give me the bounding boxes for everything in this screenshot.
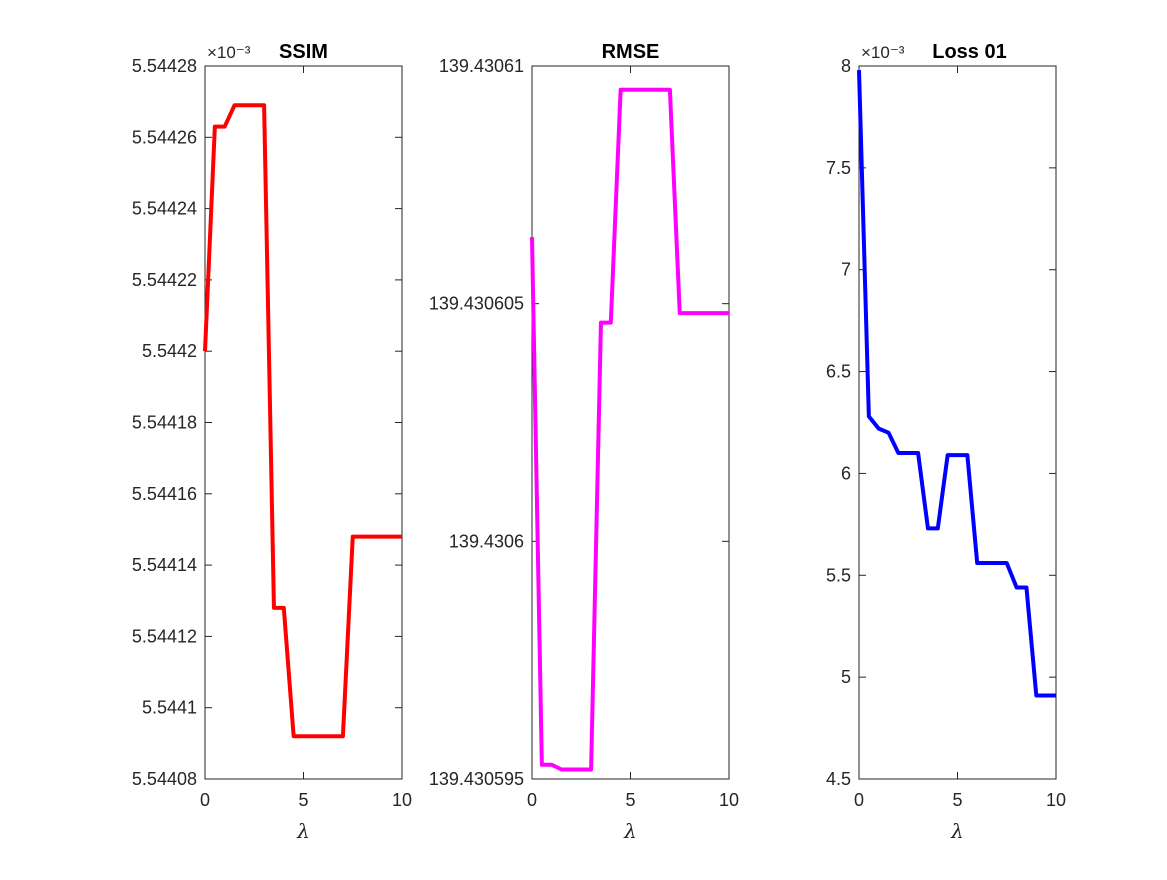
loss01-plot: 4.5 5 5.5 6 6.5 7 7.5 8 0 5 10 Loss 01 ×10⁻³ λ	[826, 41, 1066, 843]
loss01-ytick-label: 5.5	[826, 565, 851, 585]
rmse-ytick-label: 139.430595	[429, 769, 524, 789]
ssim-xtick-label: 5	[298, 790, 308, 810]
rmse-line	[530, 87, 729, 772]
ssim-axes-box	[204, 65, 403, 780]
rmse-ytick-label: 139.430605	[429, 294, 524, 314]
rmse-xtick-label: 10	[719, 790, 739, 810]
ssim-ytick-label: 5.5442	[142, 341, 197, 361]
ssim-ytick-label: 5.54408	[132, 769, 197, 789]
loss01-ytick-label: 6.5	[826, 362, 851, 382]
rmse-axes-box	[531, 65, 730, 780]
ssim-xtick-label: 10	[392, 790, 412, 810]
rmse-xlabel: λ	[623, 819, 637, 843]
loss01-ytick-label: 8	[841, 56, 851, 76]
ssim-title: SSIM	[279, 41, 328, 63]
ssim-ytick-label: 5.5441	[142, 698, 197, 718]
ssim-xlabel: λ	[296, 819, 310, 843]
ssim-ytick-label: 5.54424	[132, 199, 197, 219]
rmse-plot: 139.430595 139.4306 139.430605 139.43061 0 5…	[429, 41, 739, 843]
ssim-ytick-label: 5.54414	[132, 555, 197, 575]
rmse-xtick-label: 0	[527, 790, 537, 810]
ssim-xtick-label: 0	[200, 790, 210, 810]
ssim-line	[203, 103, 402, 739]
rmse-xtick-label: 5	[625, 790, 635, 810]
loss01-xlabel: λ	[950, 819, 964, 843]
loss01-axes-box	[858, 65, 1057, 780]
loss01-xtick-label: 10	[1046, 790, 1066, 810]
ssim-ytick-label: 5.54426	[132, 127, 197, 147]
ssim-ytick-label: 5.54416	[132, 484, 197, 504]
rmse-ytick-label: 139.4306	[449, 531, 524, 551]
loss01-ytick-label: 6	[841, 463, 851, 483]
loss01-ytick-label: 4.5	[826, 769, 851, 789]
loss01-exponent-label: ×10⁻³	[861, 43, 905, 62]
loss01-title: Loss 01	[932, 41, 1006, 63]
ssim-ytick-label: 5.54428	[132, 56, 197, 76]
ssim-exponent-label: ×10⁻³	[207, 43, 251, 62]
loss01-ytick-label: 7	[841, 260, 851, 280]
ssim-plot: 5.54408 5.5441 5.54412 5.54414 5.54416 5.5441…	[132, 41, 412, 843]
loss01-ytick-label: 7.5	[826, 158, 851, 178]
rmse-ytick-label: 139.43061	[439, 56, 524, 76]
ssim-ytick-label: 5.54418	[132, 413, 197, 433]
loss01-xtick-label: 5	[952, 790, 962, 810]
loss01-line	[857, 70, 1056, 698]
rmse-title: RMSE	[602, 41, 660, 63]
loss01-ytick-label: 5	[841, 667, 851, 687]
loss01-xtick-label: 0	[854, 790, 864, 810]
ssim-ytick-label: 5.54412	[132, 626, 197, 646]
ssim-ytick-label: 5.54422	[132, 270, 197, 290]
